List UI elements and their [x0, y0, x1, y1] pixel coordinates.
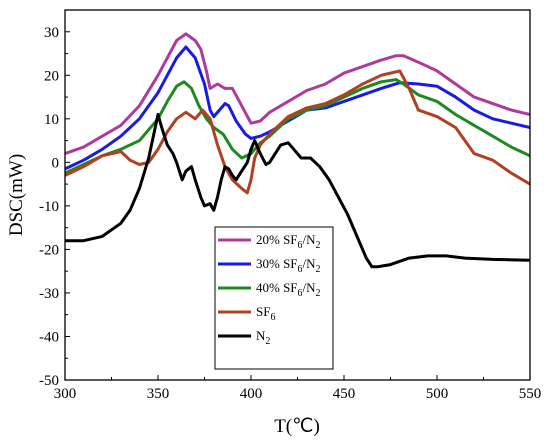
y-tick-label: -30 [39, 286, 59, 302]
y-tick-label: -40 [39, 329, 59, 345]
x-tick-label: 400 [240, 386, 263, 402]
y-tick-label: -50 [39, 373, 59, 389]
legend-label-3: SF6 [256, 304, 275, 323]
y-tick-label: -20 [39, 242, 59, 258]
x-tick-label: 450 [333, 386, 356, 402]
x-tick-label: 350 [147, 386, 170, 402]
legend-label-0: 20% SF6/N2 [256, 232, 321, 251]
x-tick-label: 550 [519, 386, 542, 402]
series-line-4 [65, 113, 530, 269]
x-tick-label: 300 [54, 386, 77, 402]
legend-label-1: 30% SF6/N2 [256, 256, 321, 275]
y-tick-label: -10 [39, 199, 59, 215]
legend-label-2: 40% SF6/N2 [256, 280, 321, 299]
y-axis-ticks: -50 -40 -30 -20 -10 0 10 20 30 [39, 25, 70, 389]
series-layer [65, 32, 530, 269]
x-axis-title: T(℃) [274, 416, 320, 437]
series-line-2 [65, 78, 530, 175]
y-tick-label: 0 [52, 155, 60, 171]
y-tick-label: 20 [44, 68, 59, 84]
legend: 20% SF6/N2 30% SF6/N2 40% SF6/N2 SF6 N2 [214, 226, 334, 370]
y-axis-title: DSC(mW) [6, 154, 27, 236]
series-line-0 [65, 32, 530, 156]
x-tick-label: 500 [426, 386, 449, 402]
x-axis-ticks: 300 350 400 450 500 550 [54, 375, 542, 402]
series-line-3 [65, 69, 530, 195]
y-tick-label: 30 [44, 25, 59, 41]
legend-box [214, 226, 334, 370]
legend-label-4: N2 [256, 328, 270, 347]
series-line-1 [65, 45, 530, 171]
y-tick-label: 10 [44, 112, 59, 128]
